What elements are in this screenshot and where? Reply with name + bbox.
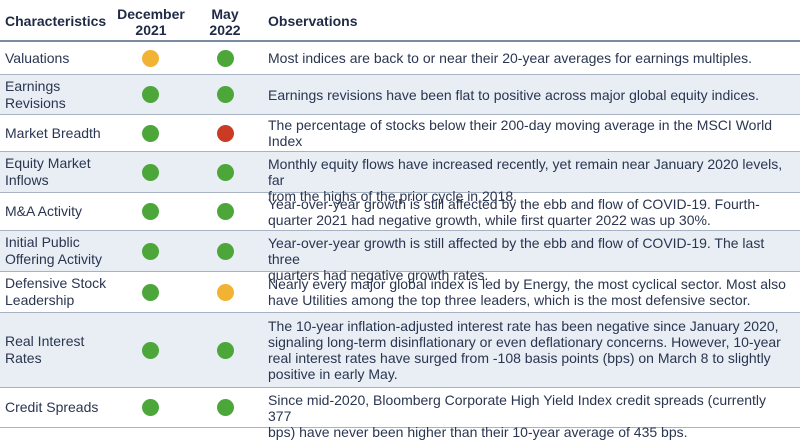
observation-line: bps) have never been higher than their 1…: [268, 424, 688, 440]
december-status-dot: amber: [142, 50, 159, 67]
december-status-dot: green: [142, 342, 159, 359]
row-label-line: Market Breadth: [5, 125, 101, 141]
observation-line: signaling long-term disinflationary or e…: [268, 334, 781, 350]
header-december-2021: December 2021: [110, 6, 192, 38]
observation-line: The percentage of stocks below their 200…: [268, 117, 772, 149]
december-status-dot: green: [142, 243, 159, 260]
observation-line: positive in early May.: [268, 366, 398, 382]
table-row: Credit Spreads green green Since mid-2020, …: [0, 388, 800, 440]
may-status-dot: amber: [217, 284, 234, 301]
observation-line: Since mid-2020, Bloomberg Corporate High…: [268, 392, 767, 424]
may-status-dot: green: [217, 50, 234, 67]
observation-line: Most indices are back to or near their 2…: [268, 50, 753, 66]
observation-line: The 10-year inflation-adjusted interest …: [268, 318, 779, 334]
may-status-dot: green: [217, 86, 234, 103]
may-status-dot: green: [217, 342, 234, 359]
observation-line: Earnings revisions have been flat to pos…: [268, 87, 760, 103]
table-row: Valuations amber green Most indices are bac…: [0, 42, 800, 75]
row-label: Initial Public Offering Activity: [5, 234, 102, 268]
row-label-line: Credit Spreads: [5, 399, 99, 415]
table-header: Characteristics December 2021 May 2022 O…: [0, 0, 800, 42]
table-row: Market Breadth green red The percentage of …: [0, 115, 800, 165]
observation-line: Nearly every major global index is led b…: [268, 276, 786, 292]
header-may-2022: May 2022: [192, 6, 258, 38]
row-label-line: Revisions: [5, 95, 66, 111]
december-status-dot: green: [142, 399, 159, 416]
observation-line: quarters had negative growth rates.: [268, 267, 489, 283]
observation-line: Year-over-year growth is still affected …: [268, 196, 760, 212]
row-label: M&A Activity: [5, 203, 82, 220]
may-status-dot: green: [217, 164, 234, 181]
observation-line: have Utilities among the top three leade…: [268, 292, 751, 308]
row-observation: Monthly equity flows have increased rece…: [268, 156, 790, 204]
row-label-line: Valuations: [5, 50, 70, 66]
row-label-line: Rates: [5, 350, 42, 366]
header-characteristics: Characteristics: [5, 13, 107, 29]
row-label-line: Real Interest: [5, 333, 85, 349]
december-status-dot: green: [142, 203, 159, 220]
row-label-line: Offering Activity: [5, 251, 103, 267]
header-dec-line1: December: [117, 6, 185, 22]
may-status-dot: green: [217, 399, 234, 416]
observation-line: Monthly equity flows have increased rece…: [268, 156, 783, 188]
row-label: Real Interest Rates: [5, 333, 84, 367]
row-label-line: Leadership: [5, 292, 75, 308]
row-label: Equity Market Inflows: [5, 155, 91, 189]
row-observation: Year-over-year growth is still affected …: [268, 196, 790, 228]
row-observation: The 10-year inflation-adjusted interest …: [268, 318, 790, 382]
may-status-dot: green: [217, 203, 234, 220]
may-status-dot: red: [217, 125, 234, 142]
header-observations: Observations: [268, 13, 358, 29]
observation-line: real interest rates have surged from -10…: [268, 350, 771, 366]
december-status-dot: green: [142, 284, 159, 301]
row-observation: Nearly every major global index is led b…: [268, 276, 790, 308]
row-label-line: Defensive Stock: [5, 275, 107, 291]
row-observation: Most indices are back to or near their 2…: [268, 50, 790, 66]
row-label: Credit Spreads: [5, 399, 98, 416]
row-label: Earnings Revisions: [5, 78, 66, 112]
row-label-line: Initial Public: [5, 234, 80, 250]
december-status-dot: green: [142, 164, 159, 181]
table-row: M&A Activity green green Year-over-year gro…: [0, 193, 800, 231]
row-label-line: Inflows: [5, 172, 49, 188]
row-label-line: M&A Activity: [5, 203, 83, 219]
december-status-dot: green: [142, 125, 159, 142]
header-dec-line2: 2021: [135, 22, 167, 38]
header-may-line2: 2022: [209, 22, 241, 38]
row-observation: Since mid-2020, Bloomberg Corporate High…: [268, 392, 790, 440]
row-label-line: Earnings: [5, 78, 61, 94]
december-status-dot: green: [142, 86, 159, 103]
row-label: Valuations: [5, 50, 69, 67]
header-may-line1: May: [211, 6, 239, 22]
row-observation: Year-over-year growth is still affected …: [268, 235, 790, 283]
row-label: Market Breadth: [5, 125, 101, 142]
row-label: Defensive Stock Leadership: [5, 275, 106, 309]
may-status-dot: green: [217, 243, 234, 260]
observation-line: from the highs of the prior cycle in 201…: [268, 188, 518, 204]
row-observation: Earnings revisions have been flat to pos…: [268, 87, 790, 103]
row-label-line: Equity Market: [5, 155, 91, 171]
observation-line: Year-over-year growth is still affected …: [268, 235, 765, 267]
observation-line: quarter 2021 had negative growth, while …: [268, 212, 711, 228]
